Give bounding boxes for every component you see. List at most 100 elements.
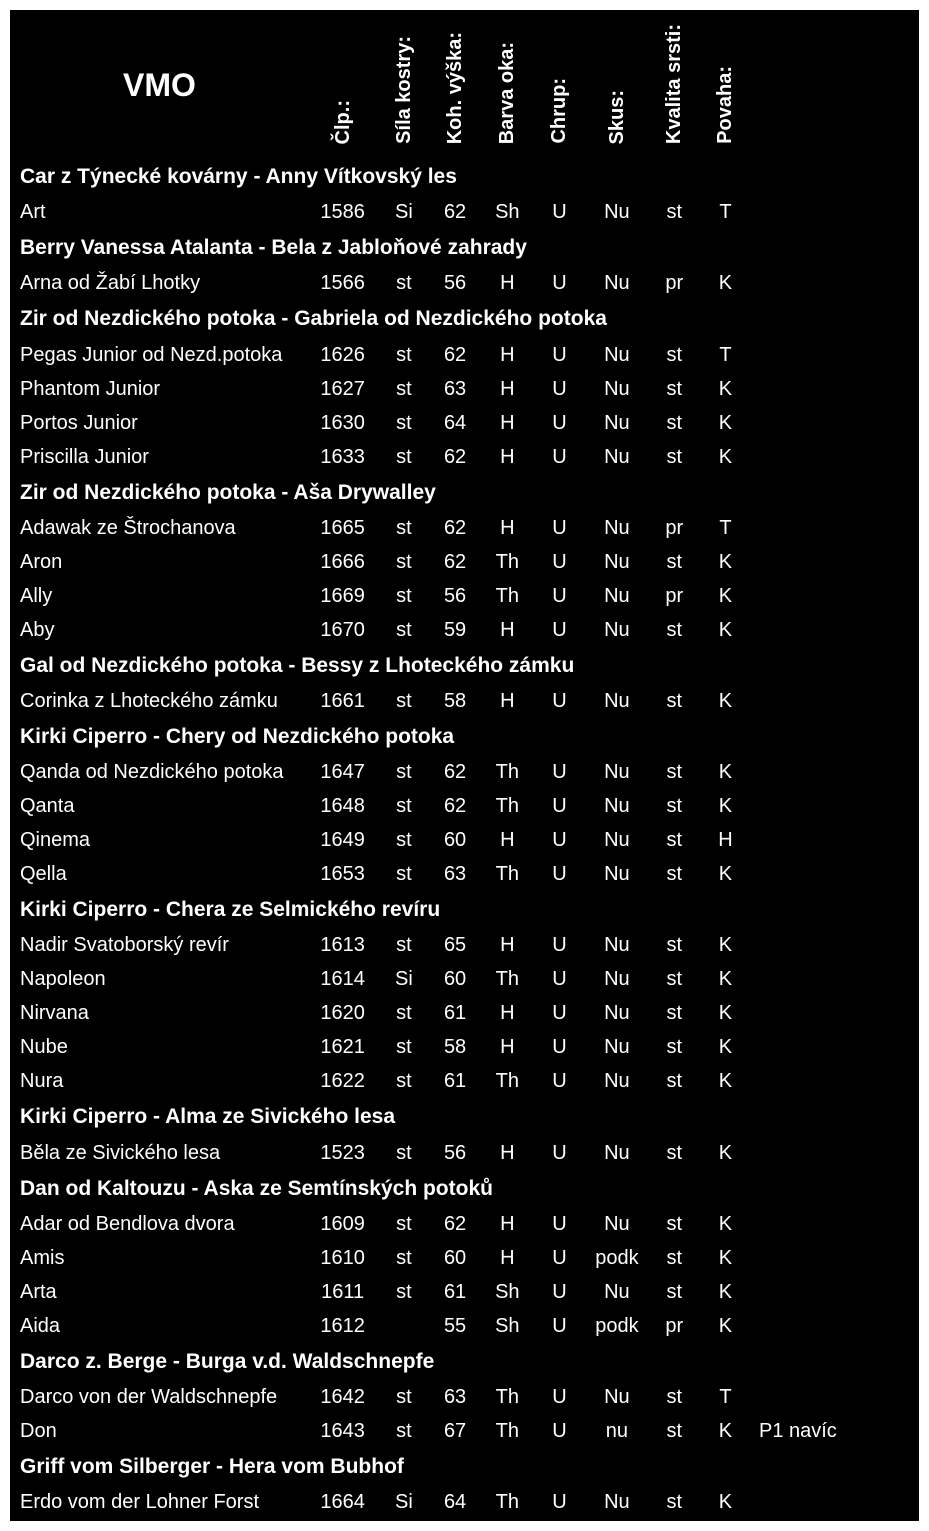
koh-cell: 61 xyxy=(431,998,478,1028)
table-row: Phantom Junior1627st63HUNustK xyxy=(14,374,915,404)
name-cell: Corinka z Lhoteckého zámku xyxy=(14,686,305,716)
group-header-row: Kirki Ciperro - Chery od Nezdického poto… xyxy=(14,720,915,753)
group-header-row: Dan od Kaltouzu - Aska ze Semtínských po… xyxy=(14,1172,915,1205)
notes-cell xyxy=(753,547,915,577)
chrup-cell: U xyxy=(536,1416,583,1446)
kvalita-cell: st xyxy=(651,615,698,645)
koh-cell: 62 xyxy=(431,197,478,227)
barva-cell: H xyxy=(483,513,532,543)
name-cell: Qella xyxy=(14,859,305,889)
chrup-cell: U xyxy=(536,686,583,716)
barva-cell: Th xyxy=(483,964,532,994)
clp-cell: 1523 xyxy=(309,1138,376,1168)
kvalita-cell: pr xyxy=(651,513,698,543)
skus-cell: Nu xyxy=(587,686,647,716)
table-body: Car z Týnecké kovárny - Anny Vítkovský l… xyxy=(14,160,915,1517)
group-header-row: Car z Týnecké kovárny - Anny Vítkovský l… xyxy=(14,160,915,193)
kvalita-cell: st xyxy=(651,1243,698,1273)
skus-cell: Nu xyxy=(587,374,647,404)
clp-cell: 1653 xyxy=(309,859,376,889)
sila-cell xyxy=(380,1311,427,1341)
table-row: Don1643st67ThUnustKP1 navíc xyxy=(14,1416,915,1446)
col-header-sila: Síla kostry: xyxy=(380,14,427,156)
name-cell: Don xyxy=(14,1416,305,1446)
kvalita-cell: st xyxy=(651,1416,698,1446)
koh-cell: 56 xyxy=(431,581,478,611)
povaha-cell: T xyxy=(702,197,749,227)
clp-cell: 1630 xyxy=(309,408,376,438)
col-header-clp: Člp.: xyxy=(309,14,376,156)
chrup-cell: U xyxy=(536,930,583,960)
chrup-cell: U xyxy=(536,197,583,227)
skus-cell: Nu xyxy=(587,930,647,960)
povaha-cell: T xyxy=(702,1382,749,1412)
group-header-row: Darco z. Berge - Burga v.d. Waldschnepfe xyxy=(14,1345,915,1378)
col-header-kvalita: Kvalita srsti: xyxy=(651,14,698,156)
povaha-cell: K xyxy=(702,859,749,889)
koh-cell: 62 xyxy=(431,340,478,370)
sila-cell: st xyxy=(380,1209,427,1239)
kvalita-cell: st xyxy=(651,757,698,787)
skus-cell: Nu xyxy=(587,825,647,855)
sila-cell: st xyxy=(380,686,427,716)
table-row: Arta1611st61ShUNustK xyxy=(14,1277,915,1307)
kvalita-cell: st xyxy=(651,547,698,577)
kvalita-cell: st xyxy=(651,340,698,370)
chrup-cell: U xyxy=(536,1382,583,1412)
table-row: Qinema1649st60HUNustH xyxy=(14,825,915,855)
name-cell: Priscilla Junior xyxy=(14,442,305,472)
col-header-povaha: Povaha: xyxy=(702,14,749,156)
sila-cell: st xyxy=(380,1277,427,1307)
povaha-cell: K xyxy=(702,757,749,787)
skus-cell: nu xyxy=(587,1416,647,1446)
skus-cell: Nu xyxy=(587,547,647,577)
name-cell: Arta xyxy=(14,1277,305,1307)
skus-cell: Nu xyxy=(587,1277,647,1307)
povaha-cell: K xyxy=(702,581,749,611)
barva-cell: H xyxy=(483,686,532,716)
table-row: Qella1653st63ThUNustK xyxy=(14,859,915,889)
povaha-cell: T xyxy=(702,513,749,543)
notes-cell xyxy=(753,791,915,821)
name-cell: Arna od Žabí Lhotky xyxy=(14,268,305,298)
povaha-cell: K xyxy=(702,930,749,960)
table-row: Napoleon1614Si60ThUNustK xyxy=(14,964,915,994)
barva-cell: Th xyxy=(483,547,532,577)
clp-cell: 1609 xyxy=(309,1209,376,1239)
clp-cell: 1665 xyxy=(309,513,376,543)
table-row: Adar od Bendlova dvora1609st62HUNustK xyxy=(14,1209,915,1239)
sila-cell: st xyxy=(380,615,427,645)
chrup-cell: U xyxy=(536,581,583,611)
group-header-row: Gal od Nezdického potoka - Bessy z Lhote… xyxy=(14,649,915,682)
header-row: VMO Člp.: Síla kostry: Koh. výška: Barva… xyxy=(14,14,915,156)
name-cell: Ally xyxy=(14,581,305,611)
clp-cell: 1614 xyxy=(309,964,376,994)
notes-cell xyxy=(753,615,915,645)
notes-cell xyxy=(753,686,915,716)
povaha-cell: K xyxy=(702,374,749,404)
clp-cell: 1621 xyxy=(309,1032,376,1062)
chrup-cell: U xyxy=(536,374,583,404)
name-cell: Pegas Junior od Nezd.potoka xyxy=(14,340,305,370)
table-row: Qanta1648st62ThUNustK xyxy=(14,791,915,821)
name-cell: Erdo vom der Lohner Forst xyxy=(14,1487,305,1517)
skus-cell: Nu xyxy=(587,581,647,611)
notes-cell xyxy=(753,964,915,994)
vmo-table: VMO Člp.: Síla kostry: Koh. výška: Barva… xyxy=(10,10,919,1521)
barva-cell: H xyxy=(483,615,532,645)
clp-cell: 1661 xyxy=(309,686,376,716)
skus-cell: podk xyxy=(587,1243,647,1273)
group-header: Gal od Nezdického potoka - Bessy z Lhote… xyxy=(14,649,915,682)
koh-cell: 62 xyxy=(431,513,478,543)
group-header-row: Berry Vanessa Atalanta - Bela z Jabloňov… xyxy=(14,231,915,264)
sila-cell: st xyxy=(380,340,427,370)
koh-cell: 59 xyxy=(431,615,478,645)
clp-cell: 1566 xyxy=(309,268,376,298)
name-cell: Aron xyxy=(14,547,305,577)
chrup-cell: U xyxy=(536,1138,583,1168)
table-row: Běla ze Sivického lesa1523st56HUNustK xyxy=(14,1138,915,1168)
clp-cell: 1669 xyxy=(309,581,376,611)
barva-cell: H xyxy=(483,930,532,960)
povaha-cell: K xyxy=(702,1138,749,1168)
table-row: Nirvana1620st61HUNustK xyxy=(14,998,915,1028)
